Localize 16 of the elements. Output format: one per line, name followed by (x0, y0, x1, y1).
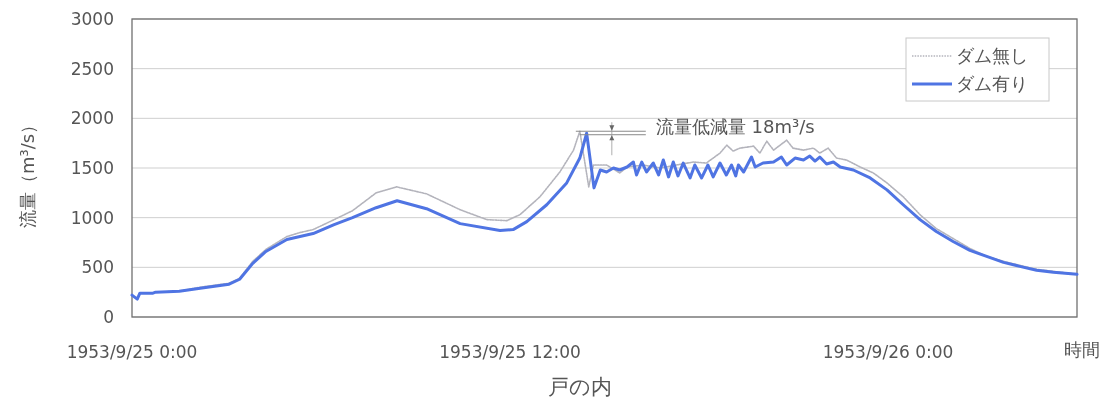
legend-label: ダム無し (956, 45, 1028, 67)
x-tick-label: 1953/9/25 0:00 (66, 342, 198, 362)
y-tick-label: 0 (103, 307, 114, 328)
y-tick-label: 2500 (70, 58, 114, 79)
legend-label: ダム有り (956, 73, 1028, 95)
text: 戸の内 (548, 375, 612, 399)
annotation: 流量低減量 18m³/s (655, 116, 815, 138)
y-tick-label: 2000 (70, 108, 114, 129)
x-tick-label: 1953/9/26 0:00 (822, 342, 954, 362)
y-tick-label: 3000 (70, 9, 114, 30)
y-tick-label: 1000 (70, 207, 114, 228)
x-axis-title: 時間 (1064, 339, 1100, 360)
y-tick-label: 1500 (70, 158, 114, 179)
x-tick-label: 1953/9/25 12:00 (439, 342, 581, 362)
y-tick-label: 500 (81, 257, 114, 278)
y-axis-title: 流量（m³/s） (17, 115, 38, 229)
